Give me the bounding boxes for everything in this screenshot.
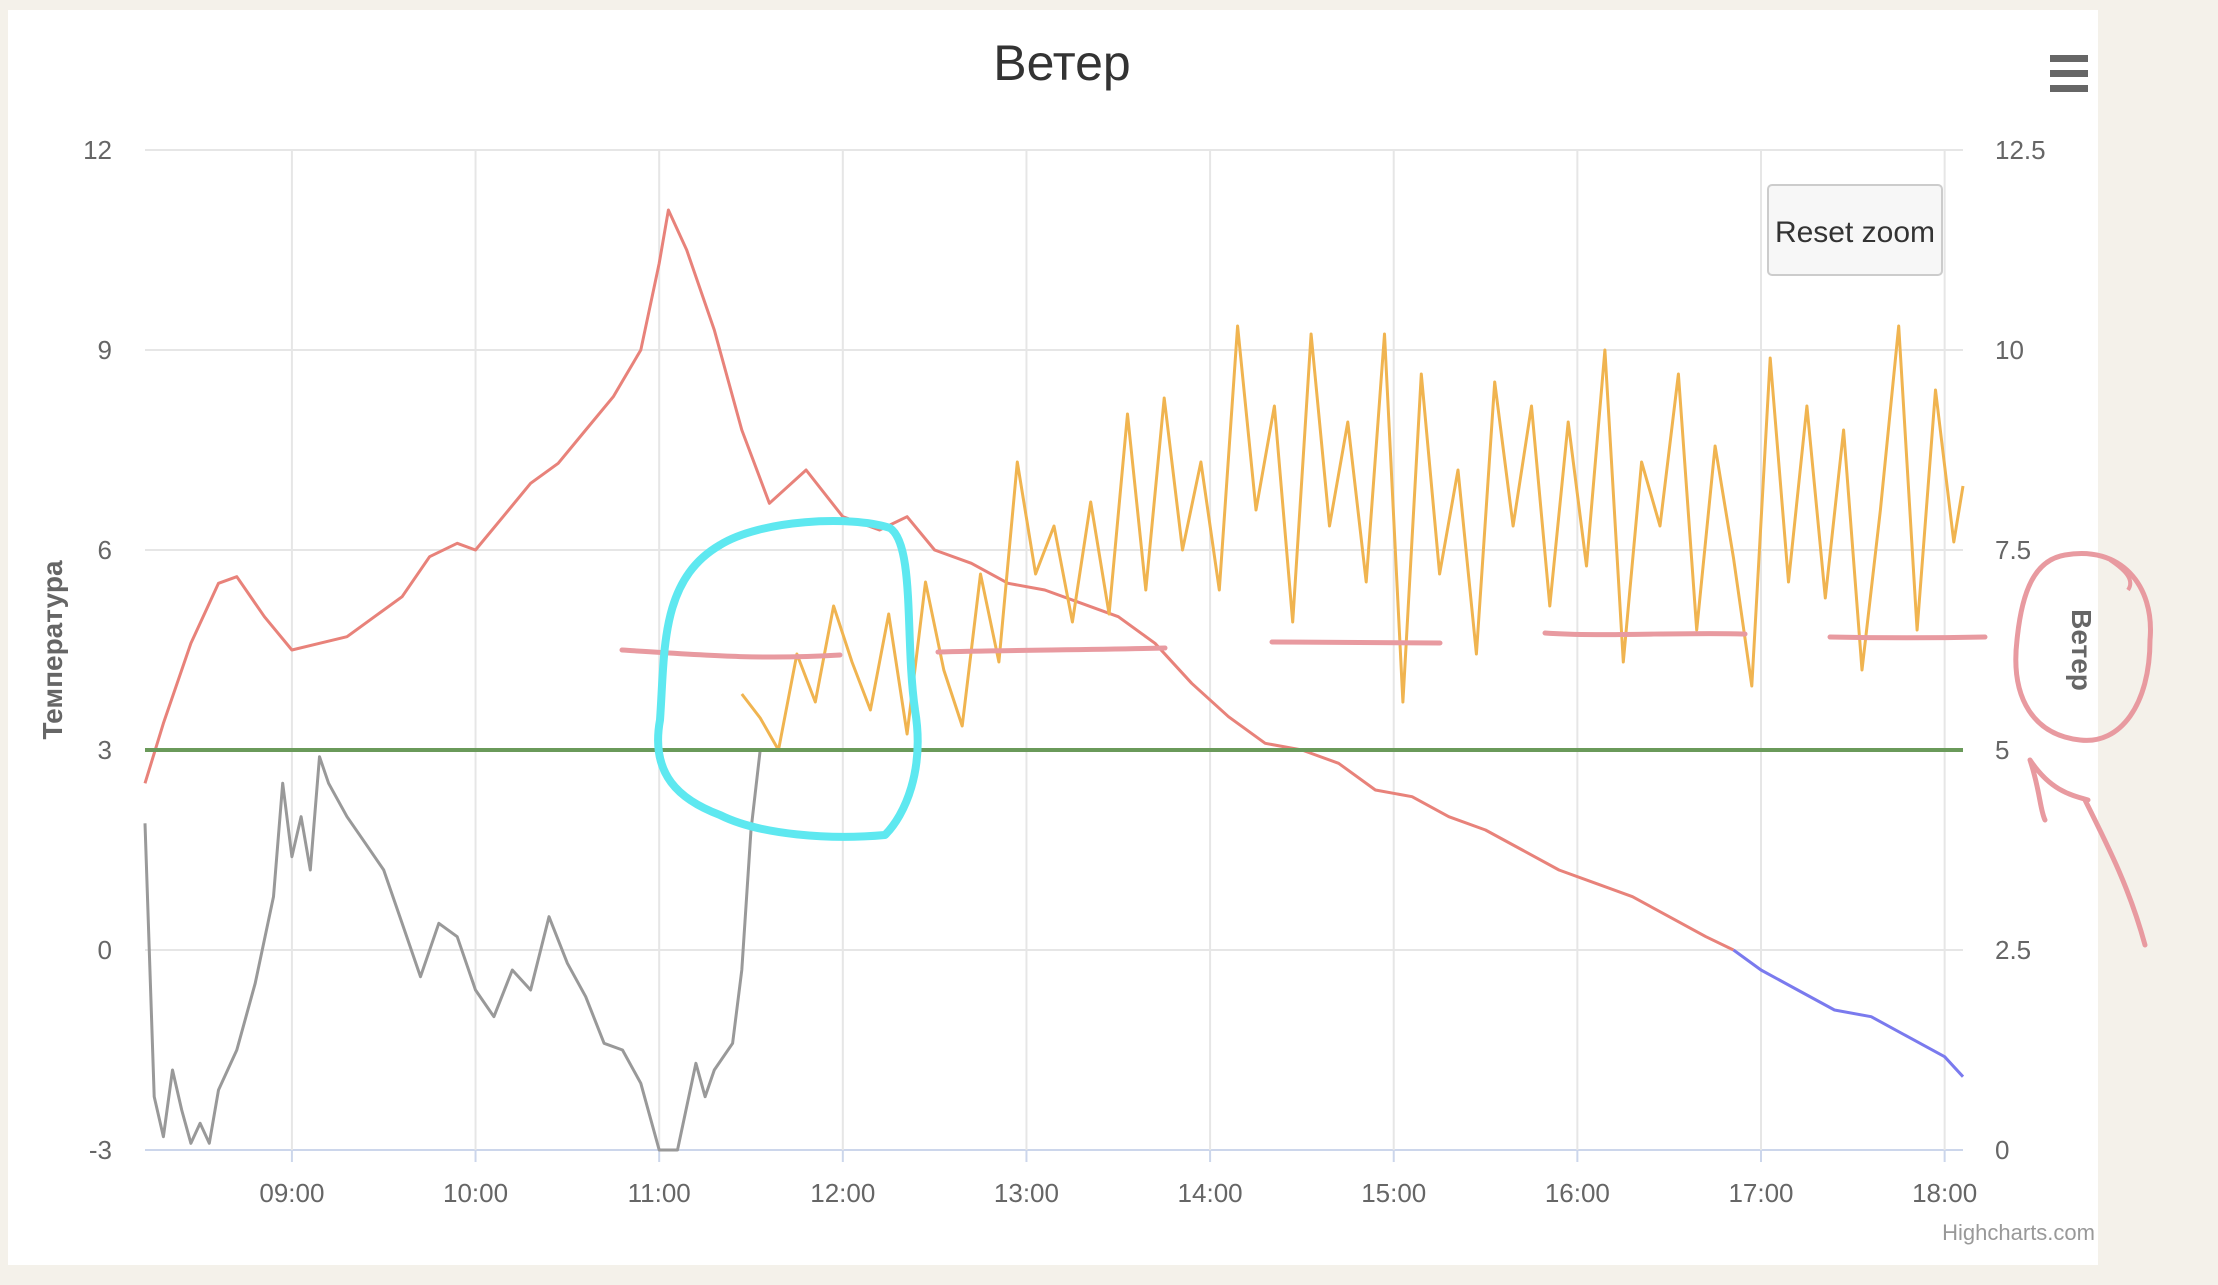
pink-circle [2013,551,2153,743]
y-tick-left: 9 [98,335,112,365]
temperature-forecast-series [1732,948,1965,1078]
y-tick-right: 0 [1995,1135,2009,1165]
chart-title: Ветер [993,35,1130,91]
y-axis-right-title: Ветер [2066,609,2097,691]
x-tick: 13:00 [994,1178,1059,1208]
x-tick: 17:00 [1728,1178,1793,1208]
x-tick: 11:00 [628,1178,691,1208]
highcharts-credit[interactable]: Highcharts.com [1942,1220,2095,1245]
red-underline-4 [1542,630,1748,638]
cyan-highlight-loop [654,517,922,841]
x-tick: 10:00 [443,1178,508,1208]
x-tick: 09:00 [259,1178,324,1208]
y-tick-left: 12 [83,135,112,165]
red-underline-1 [619,647,843,660]
temperature-series [143,208,1735,952]
ticks: 12 9 6 3 0 -3 12.5 10 7.5 5 2.5 0 09:00 10:00 11:00 12:… [83,135,2046,1208]
y-tick-right: 2.5 [1995,935,2031,965]
hand-drawn-annotations [619,517,2153,948]
x-tick: 15:00 [1361,1178,1426,1208]
gray-series [143,749,762,1152]
series-group [143,208,1965,1152]
y-tick-left: 3 [98,735,112,765]
red-underline-2 [935,645,1168,655]
hamburger-menu-icon[interactable] [2050,55,2088,92]
y-tick-right: 5 [1995,735,2009,765]
y-tick-left: -3 [89,1135,112,1165]
reset-zoom-label: Reset zoom [1775,216,1935,249]
pink-circle-tail [2108,558,2133,592]
y-tick-right: 10 [1995,335,2024,365]
reset-zoom-button[interactable]: Reset zoom [1767,184,1943,276]
y-tick-right: 7.5 [1995,535,2031,565]
chart-background [8,10,2098,1265]
y-tick-right: 12.5 [1995,135,2046,165]
y-axis-left-title: Температура [37,560,68,740]
x-tick: 16:00 [1545,1178,1610,1208]
y-tick-left: 0 [98,935,112,965]
wind-series [740,324,1965,752]
x-tick: 14:00 [1178,1178,1243,1208]
x-tick: 12:00 [810,1178,875,1208]
red-underline-3 [1269,639,1443,646]
red-underline-5 [1827,634,1988,641]
y-tick-left: 6 [98,535,112,565]
pink-arrow [2027,757,2148,948]
x-tick: 18:00 [1912,1178,1977,1208]
